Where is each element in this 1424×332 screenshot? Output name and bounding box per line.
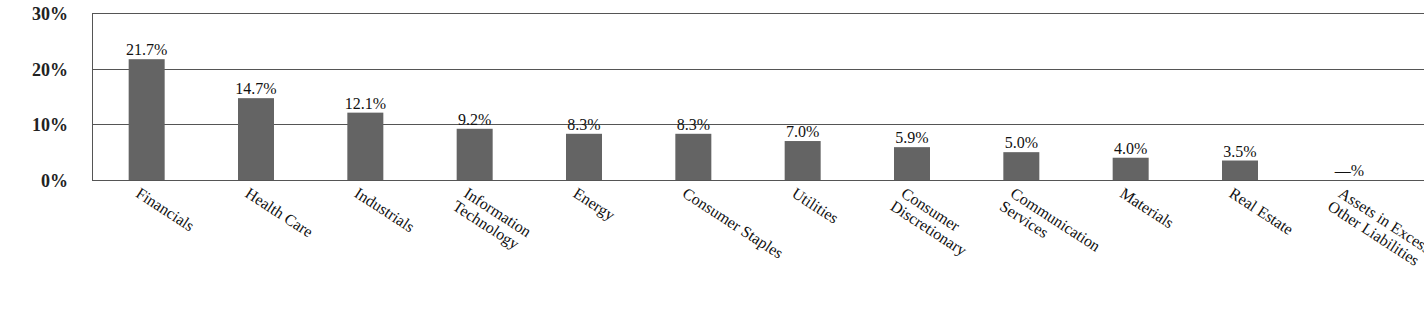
x-tick-label: Communication Services: [994, 181, 1104, 269]
x-tick-label: Information Technology: [446, 181, 534, 255]
chart: 0% 10% 20% 30% 21.7% Financials 14.7% Health Ca…: [0, 0, 1424, 332]
grid-line: [92, 180, 1424, 181]
x-tick-label: Consumer Discretionary: [884, 181, 979, 260]
data-label: 5.0%: [1005, 134, 1038, 151]
bar: [1113, 158, 1149, 180]
bar: [1331, 180, 1367, 181]
data-label: 8.3%: [677, 116, 710, 133]
data-label: 7.0%: [786, 123, 819, 140]
x-tick-label: Real Estate: [1226, 184, 1296, 238]
x-tick-label: Financials: [133, 184, 197, 234]
x-tick-label: Assets in Excess of Other Liabilities: [1322, 181, 1424, 281]
data-label: 21.7%: [126, 41, 167, 58]
bar: [1003, 152, 1039, 180]
bars: [129, 59, 1258, 180]
bar: [675, 134, 711, 180]
data-label: 12.1%: [345, 95, 386, 112]
y-tick-label: 10%: [32, 115, 68, 135]
data-label: 9.2%: [458, 111, 491, 128]
x-tick-label: Materials: [1117, 184, 1177, 231]
y-tick-label: 20%: [32, 60, 68, 80]
x-tick-label: Utilities: [789, 184, 842, 226]
bar: [566, 134, 602, 180]
bar: [894, 147, 930, 180]
x-tick-label: Industrials: [352, 184, 418, 235]
data-label: 8.3%: [567, 116, 600, 133]
bar: [347, 113, 383, 180]
data-label: 4.0%: [1114, 140, 1147, 157]
data-label: 14.7%: [235, 80, 276, 97]
y-tick-label: 0%: [41, 171, 68, 191]
y-tick-label: 30%: [32, 4, 68, 24]
bar: [457, 129, 493, 180]
x-tick-label: Consumer Staples: [679, 184, 786, 262]
x-tick-label: Energy: [570, 184, 618, 224]
x-tick-label: Health Care: [242, 184, 316, 240]
grid-line: [92, 13, 1424, 14]
grid-line: [92, 124, 1424, 125]
data-label: 3.5%: [1223, 143, 1256, 160]
bar: [238, 98, 274, 180]
data-label: —%: [1334, 162, 1364, 179]
data-label: 5.9%: [895, 129, 928, 146]
y-axis-line: [92, 13, 93, 180]
bar: [785, 141, 821, 180]
bar: [129, 59, 165, 180]
bar: [1222, 161, 1258, 180]
grid-line: [92, 69, 1424, 70]
